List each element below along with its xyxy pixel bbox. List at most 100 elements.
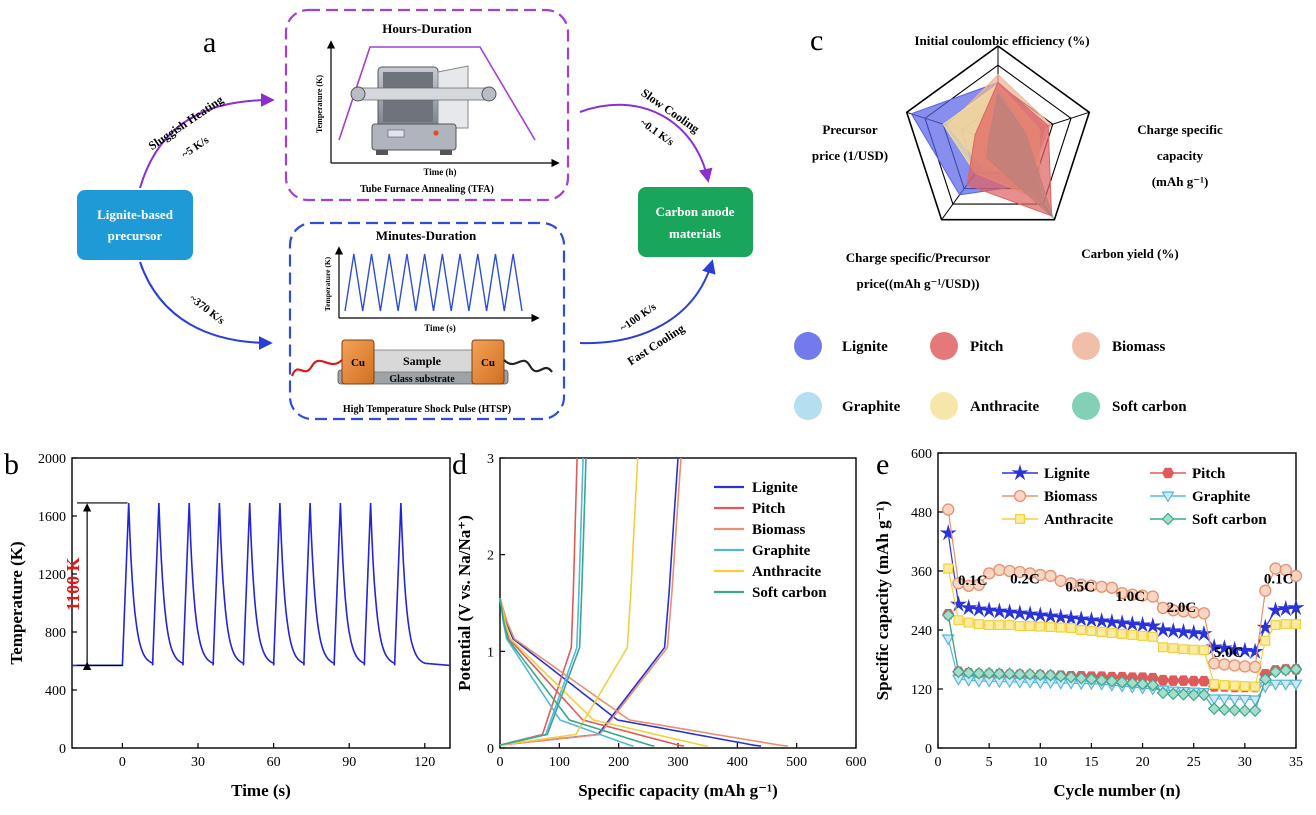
d-legend-label: Graphite <box>752 543 811 559</box>
radar-axis-label: Charge specific/Precursor <box>846 250 991 265</box>
b-frame <box>72 458 450 748</box>
d-y-axis-title: Potential (V vs. Na/Na⁺) <box>455 515 474 691</box>
e-data-point <box>1209 703 1220 714</box>
precursor-label-line2: precursor <box>108 228 163 243</box>
panel-c-radar-chart: c Initial coulombic efficiency (%) Charge… <box>794 24 1223 420</box>
panel-label-b: b <box>4 448 19 481</box>
e-data-point <box>1056 623 1065 632</box>
radar-axis-label: price (1/USD) <box>812 148 888 163</box>
e-x-tick-label: 30 <box>1238 755 1252 770</box>
e-data-point <box>1280 680 1291 689</box>
d-x-tick-label: 200 <box>608 755 629 770</box>
e-data-point <box>1219 695 1230 704</box>
e-data-point <box>1239 661 1250 672</box>
d-discharge-biomass <box>500 598 788 746</box>
e-legend-marker <box>1163 514 1174 525</box>
e-data-point <box>964 618 973 627</box>
e-data-point <box>1118 630 1127 639</box>
d-legend-label: Anthracite <box>752 564 821 580</box>
e-data-point <box>1261 636 1270 645</box>
e-data-point <box>985 621 994 630</box>
e-rate-label: 0.1C <box>958 573 988 589</box>
radar-legend-label: Lignite <box>842 339 888 355</box>
e-data-point <box>1189 645 1198 654</box>
b-temperature-series <box>72 503 450 665</box>
e-data-point <box>1178 676 1189 686</box>
d-legend-label: Pitch <box>752 501 786 517</box>
precursor-box <box>77 190 193 260</box>
d-x-tick-label: 500 <box>786 755 807 770</box>
b-delta-label: 1100 K <box>63 557 83 611</box>
e-y-tick-label: 480 <box>911 506 932 521</box>
b-y-axis-title: Temperature (K) <box>7 541 26 664</box>
e-legend-label: Soft carbon <box>1192 512 1267 528</box>
e-x-tick-label: 15 <box>1084 755 1098 770</box>
e-rate-label: 5.0C <box>1214 645 1244 661</box>
d-charge-lignite <box>500 458 678 745</box>
e-legend-marker <box>1013 466 1027 479</box>
e-data-point <box>1005 621 1014 630</box>
panel-a-process-schematic: a Lignite-based precursor Carbon anode m… <box>77 10 753 419</box>
e-data-point <box>1229 705 1240 716</box>
e-data-point <box>1148 632 1157 641</box>
e-data-point <box>1291 680 1302 689</box>
d-x-tick-label: 0 <box>497 755 504 770</box>
e-data-point <box>1107 629 1116 638</box>
fast-heating-rate-label: ~370 K/s <box>187 292 227 327</box>
e-data-point <box>1146 619 1160 632</box>
e-data-point <box>1281 620 1290 629</box>
e-y-tick-label: 600 <box>911 447 932 462</box>
e-x-tick-label: 35 <box>1289 755 1303 770</box>
panel-label-a: a <box>203 26 216 59</box>
radar-legend-label: Soft carbon <box>1112 399 1187 415</box>
e-x-tick-label: 5 <box>986 755 993 770</box>
e-legend-label: Graphite <box>1192 489 1251 505</box>
e-data-point <box>1067 624 1076 633</box>
e-data-point <box>1147 591 1158 602</box>
e-data-point <box>1045 570 1056 581</box>
radar-legend-swatch <box>1072 332 1100 360</box>
e-data-point <box>1229 695 1240 704</box>
tfa-title: Hours-Duration <box>382 21 472 36</box>
e-data-point <box>1292 620 1301 629</box>
e-data-point <box>1271 621 1280 630</box>
e-legend-marker <box>1016 515 1025 524</box>
e-data-point <box>1077 626 1086 635</box>
b-y-tick-label: 1200 <box>38 568 66 583</box>
e-data-point <box>1138 632 1147 641</box>
radar-axis-label: Charge specific <box>1137 122 1223 137</box>
b-y-tick-label: 400 <box>45 684 66 699</box>
e-data-point <box>1087 627 1096 636</box>
d-x-tick-label: 100 <box>549 755 570 770</box>
e-y-tick-label: 120 <box>911 683 932 698</box>
panel-label-c: c <box>810 24 823 57</box>
e-x-tick-label: 25 <box>1187 755 1201 770</box>
e-data-point <box>975 620 984 629</box>
e-x-tick-label: 20 <box>1136 755 1150 770</box>
b-x-tick-label: 120 <box>414 755 435 770</box>
htsp-x-label: Time (s) <box>424 323 456 333</box>
d-x-tick-label: 600 <box>846 755 867 770</box>
b-y-tick-label: 2000 <box>38 452 66 467</box>
e-data-point <box>1179 645 1188 654</box>
d-plot-area <box>500 458 788 746</box>
e-data-point <box>944 564 953 573</box>
sample-label: Sample <box>403 354 442 368</box>
panel-e-rate-performance: e 0 5 10 15 20 25 30 350120240360480600Cycle nu… <box>873 447 1303 800</box>
e-y-tick-label: 360 <box>911 565 932 580</box>
e-data-point <box>1158 675 1169 685</box>
panel-label-e: e <box>876 448 889 481</box>
radar-legend-label: Anthracite <box>970 399 1039 415</box>
e-legend-marker <box>1015 491 1026 502</box>
d-charge-graphite <box>500 458 583 745</box>
product-box <box>638 187 753 257</box>
e-data-point <box>994 565 1005 576</box>
b-x-axis-title: Time (s) <box>231 781 291 800</box>
product-label-line2: materials <box>669 226 721 241</box>
e-data-point <box>1240 682 1249 691</box>
d-y-tick-label: 3 <box>487 452 494 467</box>
radar-axis-label: capacity <box>1157 148 1204 163</box>
d-x-tick-label: 300 <box>668 755 689 770</box>
